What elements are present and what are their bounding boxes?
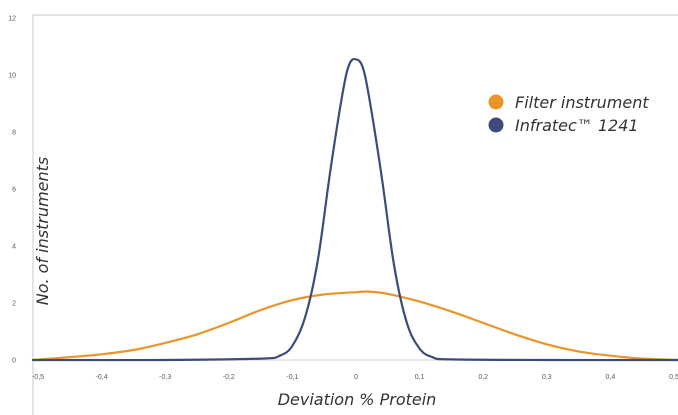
x-tick-label: 0,5: [669, 374, 678, 381]
plot-frame: [32, 14, 678, 415]
y-tick-label: 12: [8, 16, 16, 23]
legend-label-filter-instrument: Filter instrument: [515, 93, 649, 112]
y-tick-label: 6: [12, 187, 16, 194]
y-axis-title: No. of instruments: [33, 157, 52, 306]
y-tick-label: 2: [12, 301, 16, 308]
y-tick-label: 4: [12, 244, 16, 251]
series-line-infratec: [31, 57, 678, 362]
x-tick-label: -0,4: [96, 374, 108, 381]
x-tick-label: 0,2: [478, 374, 488, 381]
x-tick-label: 0,1: [415, 374, 425, 381]
legend-marker-infratec: [488, 117, 504, 133]
x-tick-labels: -0,5 -0,4 -0,3 -0,2 -0,1 0 0,1 0,2 0,3 0,4 0,5: [32, 374, 678, 381]
y-tick-label: 8: [12, 130, 16, 137]
y-tick-labels: 0 2 4 6 8 10 12: [8, 16, 16, 365]
x-tick-label: -0,2: [223, 374, 235, 381]
x-axis-title: Deviation % Protein: [278, 390, 437, 409]
legend: Filter instrument Infratec™ 1241: [488, 93, 649, 135]
x-tick-label: -0,1: [286, 374, 298, 381]
legend-marker-filter-instrument: [488, 94, 504, 110]
legend-label-infratec: Infratec™ 1241: [515, 116, 639, 135]
y-tick-label: 10: [8, 73, 16, 80]
x-tick-label: -0,5: [32, 374, 44, 381]
y-tick-label: 0: [12, 358, 16, 365]
series-line-filter-instrument: [31, 290, 678, 362]
series-layer: [31, 57, 678, 362]
x-tick-label: 0,3: [542, 374, 552, 381]
x-tick-label: -0,3: [159, 374, 171, 381]
x-tick-label: 0: [354, 374, 358, 381]
x-tick-label: 0,4: [606, 374, 616, 381]
